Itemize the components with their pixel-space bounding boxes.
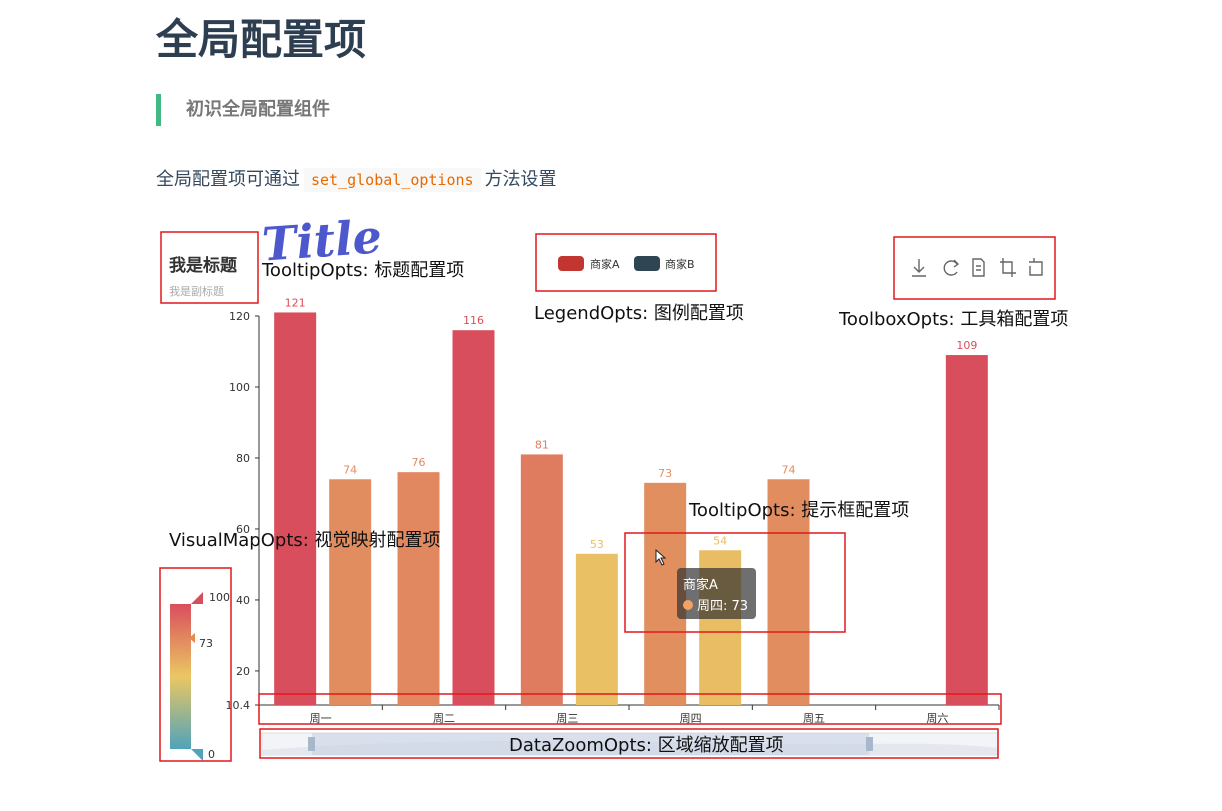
bar-value-label: 121 (285, 296, 306, 309)
legend-box (535, 233, 717, 292)
x-tick-label: 周三 (556, 712, 578, 725)
annotation-boxes (159, 231, 1056, 762)
bar[interactable] (945, 355, 988, 705)
x-tick-label: 周六 (926, 712, 948, 725)
bars: 121 74 76 116 81 53 73 54 74 109 (274, 296, 988, 705)
bar[interactable] (397, 472, 440, 705)
x-ticks: 周一 周二 周三 周四 周五 周六 (310, 705, 1000, 725)
datazoom-opts-label: DataZoomOpts: 区域缩放配置项 (509, 735, 784, 756)
x-tick-label: 周四 (680, 712, 702, 725)
intro-text: 全局配置项可通过 set_global_options 方法设置 (156, 166, 557, 194)
visual-map: 100 73 0 (170, 591, 230, 761)
bar-value-label: 116 (463, 314, 484, 327)
chart-subtitle: 我是副标题 (169, 284, 224, 298)
tooltip-box (677, 568, 756, 619)
visualmap-box (159, 567, 232, 762)
visualmap-max-label: 100 (209, 591, 230, 604)
cursor-icon (655, 548, 667, 566)
y-tick-label: 40 (236, 594, 250, 607)
visualmap-handle-top[interactable] (191, 592, 203, 604)
datazoom-box (259, 728, 999, 759)
chart-title: 我是标题 (169, 255, 238, 276)
bar-value-label: 74 (343, 463, 357, 476)
y-tick-label: 10.4 (226, 699, 251, 712)
x-tick-label: 周一 (310, 712, 332, 725)
legend-swatch-a[interactable] (558, 256, 584, 271)
title-box (160, 231, 259, 304)
y-tick-label: 20 (236, 665, 250, 678)
crop-icon[interactable] (1000, 258, 1016, 277)
tooltip-series: 商家A (683, 577, 718, 593)
tooltip-dot (683, 600, 693, 610)
bar-value-label: 76 (412, 456, 426, 469)
y-tick-label: 100 (229, 381, 250, 394)
toolbox-opts-label: ToolboxOpts: 工具箱配置项 (838, 309, 1068, 330)
datazoom-handle-left[interactable] (308, 737, 315, 751)
bar-value-label: 53 (590, 538, 604, 551)
bar-value-label: 109 (956, 339, 977, 352)
y-ticks: 120 100 80 60 40 20 10.4 (226, 310, 259, 712)
legend-label-a[interactable]: 商家A (590, 257, 620, 271)
section-header: 初识全局配置组件 (156, 94, 330, 126)
bar-value-label: 74 (782, 463, 796, 476)
intro-code: set_global_options (304, 168, 481, 192)
toolbox-box (893, 236, 1056, 300)
tooltip-box-annotation (624, 532, 846, 633)
legend-swatch-b[interactable] (634, 256, 660, 271)
title-logo: Title (260, 209, 383, 271)
tooltip-value: 周四: 73 (697, 599, 748, 614)
refresh-icon[interactable] (943, 259, 960, 276)
bar-value-label: 73 (658, 467, 672, 480)
title-opts-label: TooltipOpts: 标题配置项 (261, 260, 464, 281)
data-zoom (261, 732, 999, 756)
x-tick-label: 周五 (803, 712, 825, 725)
visualmap-indicator (189, 633, 195, 643)
bar-value-label: 54 (713, 534, 727, 547)
tooltip-opts-label: TooltipOpts: 提示框配置项 (688, 500, 909, 521)
y-tick-label: 120 (229, 310, 250, 323)
visualmap-indicator-label: 73 (199, 637, 213, 650)
intro-before: 全局配置项可通过 (156, 169, 300, 190)
y-tick-label: 80 (236, 452, 250, 465)
bar-value-label: 81 (535, 438, 549, 451)
xaxis-box (258, 693, 1002, 725)
page-title: 全局配置项 (156, 15, 367, 64)
datazoom-handle-right[interactable] (866, 737, 873, 751)
intro-after: 方法设置 (484, 169, 557, 190)
bar[interactable] (520, 454, 563, 705)
restore-icon[interactable] (1029, 258, 1043, 276)
data-view-icon[interactable] (972, 258, 985, 277)
bar[interactable] (329, 479, 372, 705)
visualmap-min-label: 0 (208, 748, 215, 761)
visualmap-opts-label: VisualMapOpts: 视觉映射配置项 (169, 530, 441, 551)
toolbox (912, 258, 1043, 277)
legend-opts-label: LegendOpts: 图例配置项 (534, 303, 744, 324)
x-tick-label: 周二 (433, 712, 455, 725)
visualmap-handle-bottom[interactable] (191, 749, 203, 761)
visualmap-gradient[interactable] (170, 604, 191, 749)
datazoom-window[interactable] (312, 733, 869, 755)
legend: 商家A 商家B (558, 256, 695, 271)
bar[interactable] (767, 479, 810, 705)
bar[interactable] (274, 312, 317, 705)
tooltip: 商家A 周四: 73 (677, 568, 756, 619)
bar[interactable] (575, 553, 618, 705)
download-icon[interactable] (912, 259, 926, 277)
legend-label-b[interactable]: 商家B (665, 257, 695, 271)
y-tick-label: 60 (236, 523, 250, 536)
bar[interactable] (452, 330, 495, 705)
